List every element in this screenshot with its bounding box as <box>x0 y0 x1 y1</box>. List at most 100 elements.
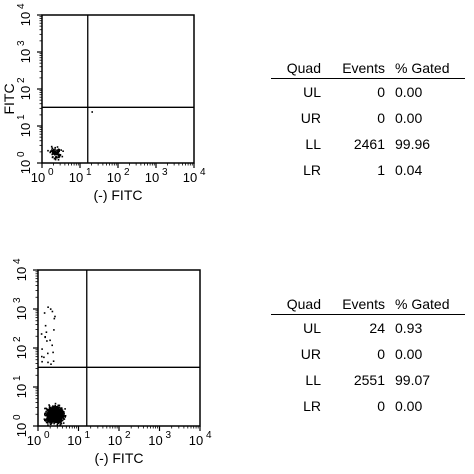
event-dot <box>62 418 65 420</box>
event-dot <box>56 411 59 414</box>
event-dot <box>47 424 49 426</box>
gated-value: 0.93 <box>395 320 423 336</box>
event-dot <box>49 413 52 415</box>
x-tick-label: 10 <box>148 433 162 448</box>
event-dot <box>56 407 58 409</box>
event-dot <box>51 419 53 421</box>
table-header-gated: % Gated <box>389 60 465 79</box>
event-dot <box>51 420 53 423</box>
event-dot <box>46 412 48 414</box>
gated-value: 0.00 <box>395 110 423 126</box>
table-row: LR 1 0.04 <box>271 157 465 183</box>
event-dot <box>52 406 55 408</box>
x-tick-exponent: 2 <box>125 430 131 441</box>
event-dot <box>49 411 52 413</box>
event-dot <box>47 422 49 424</box>
event-dot <box>61 414 63 416</box>
event-dot <box>47 352 49 355</box>
event-dot <box>46 416 49 419</box>
gated-value: 0.00 <box>395 398 423 414</box>
event-dot <box>57 150 59 152</box>
event-dot <box>53 317 56 320</box>
event-dot <box>53 157 56 160</box>
event-dot <box>53 422 55 425</box>
event-dot <box>48 407 51 410</box>
x-tick-label: 10 <box>31 170 45 185</box>
event-dot <box>49 415 51 417</box>
event-dot <box>49 308 52 310</box>
events-value: 2551 <box>353 372 385 388</box>
y-tick-exponent: 2 <box>16 77 27 83</box>
event-dot <box>53 329 55 331</box>
event-dot <box>54 158 57 161</box>
event-dot <box>61 409 64 411</box>
x-tick-exponent: 4 <box>200 167 206 178</box>
event-dot <box>51 417 54 420</box>
event-dot <box>57 409 59 411</box>
table-row: UR 0 0.00 <box>271 341 465 367</box>
event-dot <box>61 417 63 419</box>
event-dot <box>50 363 52 365</box>
event-dot <box>50 423 52 426</box>
event-dot <box>56 149 58 151</box>
table-header-quad: Quad <box>271 296 323 315</box>
events-value: 0 <box>377 398 385 414</box>
event-dot <box>47 414 49 417</box>
event-dot <box>59 419 62 421</box>
event-dot <box>48 408 51 411</box>
event-dot <box>41 355 43 358</box>
event-dot <box>52 412 55 415</box>
event-dot <box>48 409 50 412</box>
event-dot <box>53 415 55 417</box>
event-dot <box>58 149 60 151</box>
event-dot <box>56 151 59 153</box>
y-tick-label: 10 <box>18 86 33 100</box>
x-tick-label: 10 <box>69 170 83 185</box>
event-dot <box>57 416 60 419</box>
event-dot <box>49 420 52 422</box>
event-dot <box>58 404 60 407</box>
event-dot <box>54 416 57 419</box>
table-row: LL 2551 99.07 <box>271 367 465 393</box>
table-row: UR 0 0.00 <box>271 105 465 131</box>
event-dot <box>63 414 65 416</box>
event-dot <box>45 421 48 424</box>
event-dot <box>48 418 51 421</box>
event-dot <box>41 348 43 350</box>
event-dot <box>48 404 50 406</box>
event-dot <box>47 421 49 423</box>
event-dot <box>51 406 54 409</box>
plot-frame <box>41 14 195 164</box>
event-dot <box>59 424 61 427</box>
quad-label: UL <box>303 84 321 100</box>
event-dot <box>51 153 53 156</box>
event-dot <box>50 414 52 416</box>
y-tick-label: 10 <box>14 267 29 281</box>
event-dot <box>50 409 52 412</box>
quadrant-stats-table-2: Quad Events % Gated UL 24 0.93 UR 0 0.00… <box>271 296 465 419</box>
event-dot <box>49 421 51 424</box>
event-dot <box>56 413 58 416</box>
event-dot <box>59 414 62 416</box>
y-tick-label: 10 <box>14 306 29 320</box>
event-dot <box>46 417 48 420</box>
event-dot <box>56 418 58 421</box>
event-dot <box>44 336 46 338</box>
event-dot <box>57 421 59 423</box>
event-dot <box>60 415 62 418</box>
quadrant-stats-table-1: Quad Events % Gated UL 0 0.00 UR 0 0.00 … <box>271 60 465 183</box>
y-tick-label: 10 <box>18 12 33 26</box>
event-dot <box>63 412 65 415</box>
event-dot <box>55 411 58 414</box>
event-dot <box>57 408 59 411</box>
quad-label: UL <box>303 320 321 336</box>
y-tick-exponent: 4 <box>16 3 27 9</box>
event-dot <box>47 306 49 308</box>
quad-label: LL <box>305 372 321 388</box>
y-tick-label: 10 <box>14 384 29 398</box>
gated-value: 0.04 <box>395 162 423 178</box>
event-dot <box>44 412 46 415</box>
event-dot <box>50 145 53 148</box>
